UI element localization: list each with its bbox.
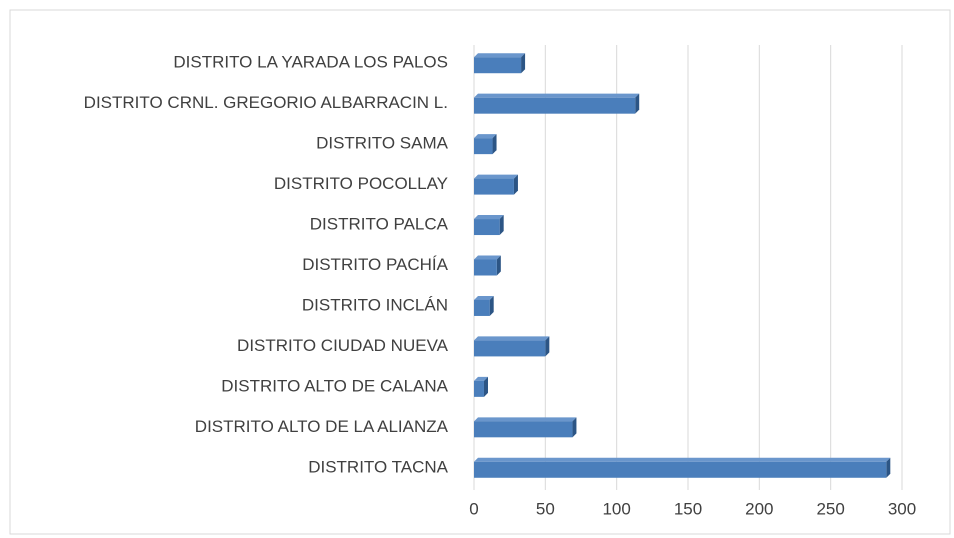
bar [474, 93, 640, 114]
x-tick-label: 150 [674, 499, 702, 518]
x-tick-label: 300 [888, 499, 916, 518]
bar-side [635, 93, 640, 114]
bar-top [474, 53, 526, 58]
bar-side [513, 174, 518, 195]
bar-side [496, 255, 501, 276]
bar-top [474, 93, 640, 98]
bar [474, 215, 504, 236]
bar-front [474, 178, 514, 195]
y-tick-label: DISTRITO PALCA [310, 215, 449, 234]
y-tick-label: DISTRITO TACNA [308, 457, 448, 476]
bar-side [492, 134, 497, 155]
bar-top [474, 457, 891, 462]
x-tick-label: 0 [469, 499, 478, 518]
x-tick-label: 200 [745, 499, 773, 518]
bar-side [521, 53, 526, 74]
bar-side [545, 336, 550, 357]
bar-front [474, 340, 546, 357]
y-tick-label: DISTRITO LA YARADA LOS PALOS [173, 53, 448, 72]
y-tick-label: DISTRITO INCLÁN [302, 295, 448, 314]
bar [474, 174, 518, 195]
bar-side [489, 295, 494, 316]
bar-front [474, 57, 522, 74]
y-tick-label: DISTRITO ALTO DE CALANA [221, 376, 448, 395]
y-tick-label: DISTRITO PACHÍA [302, 255, 448, 274]
bar-top [474, 174, 518, 179]
bar-top [474, 295, 494, 300]
bar [474, 417, 577, 438]
y-tick-label: DISTRITO CIUDAD NUEVA [237, 336, 449, 355]
bar-top [474, 376, 488, 381]
y-tick-label: DISTRITO ALTO DE LA ALIANZA [195, 417, 449, 436]
bar [474, 376, 488, 397]
bar [474, 336, 550, 357]
bar-top [474, 336, 550, 341]
bar-front [474, 138, 493, 155]
bar-front [474, 380, 484, 397]
bar [474, 457, 891, 478]
x-tick-label: 100 [602, 499, 630, 518]
bar-side [572, 417, 577, 438]
bar-side [483, 376, 488, 397]
bar-side [886, 457, 891, 478]
bar-front [474, 421, 573, 438]
bar-front [474, 299, 490, 316]
bar-top [474, 134, 497, 139]
x-tick-label: 250 [816, 499, 844, 518]
bar [474, 134, 497, 155]
bar [474, 53, 526, 74]
bar-side [499, 215, 504, 236]
y-tick-label: DISTRITO POCOLLAY [274, 174, 448, 193]
y-tick-label: DISTRITO SAMA [316, 134, 449, 153]
bar-front [474, 461, 887, 478]
bar [474, 295, 494, 316]
bar-front [474, 259, 497, 276]
bar [474, 255, 501, 276]
bar-front [474, 97, 636, 114]
x-tick-label: 50 [536, 499, 555, 518]
bar-top [474, 417, 577, 422]
y-tick-label: DISTRITO CRNL. GREGORIO ALBARRACIN L. [84, 93, 448, 112]
bar-top [474, 255, 501, 260]
bar-top [474, 215, 504, 220]
bar-front [474, 219, 500, 236]
